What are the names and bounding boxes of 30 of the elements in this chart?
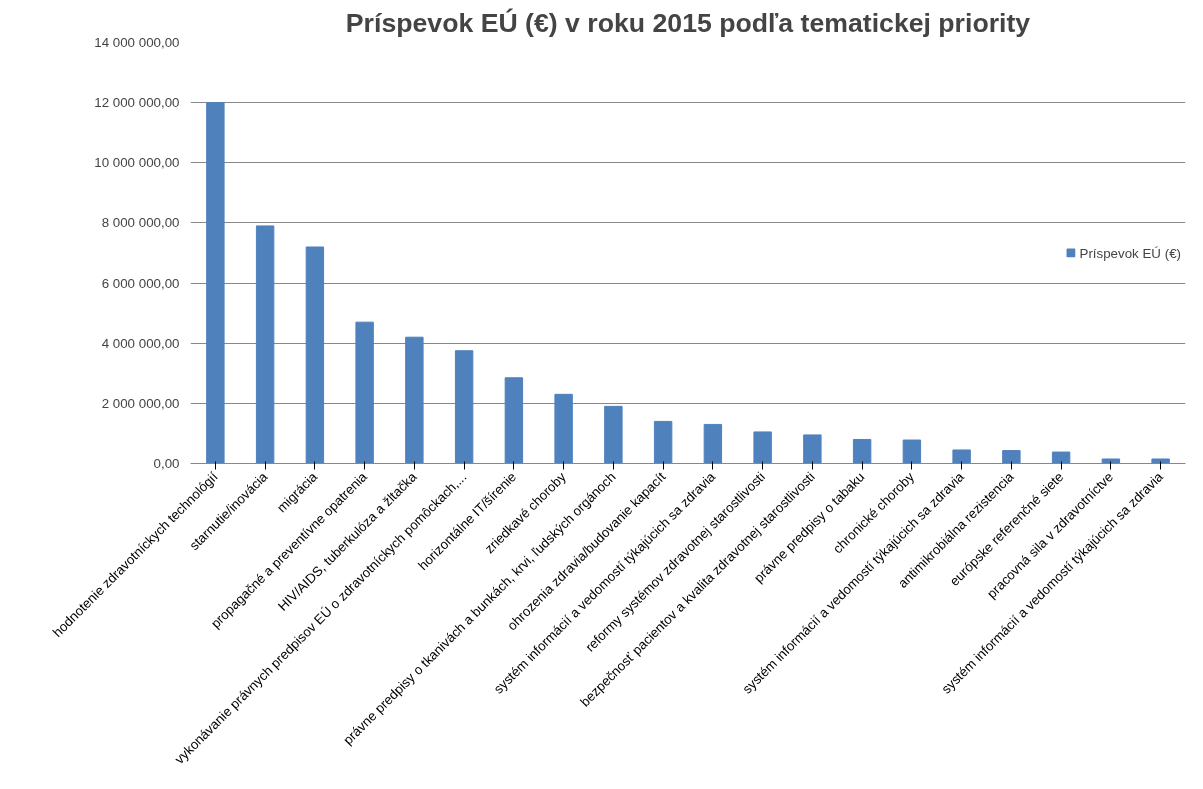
y-tick-label: 14 000 000,00 — [94, 35, 180, 50]
bar — [952, 449, 971, 464]
bar — [355, 321, 374, 464]
bar — [1101, 458, 1121, 464]
bar — [703, 423, 723, 464]
y-tick-label: 12 000 000,00 — [94, 95, 180, 111]
bar — [454, 350, 474, 464]
bar — [504, 377, 524, 464]
bar — [902, 439, 922, 464]
bar — [405, 336, 424, 464]
bar — [1151, 458, 1170, 464]
y-tick-label: 6 000 000,00 — [101, 275, 180, 291]
y-tick-label: 8 000 000,00 — [101, 215, 180, 231]
bar — [255, 225, 275, 464]
bar — [753, 431, 772, 464]
y-tick-label: 10 000 000,00 — [94, 155, 180, 171]
y-tick-label: 4 000 000,00 — [101, 335, 180, 351]
bar — [803, 434, 822, 464]
bar — [1051, 451, 1071, 464]
y-tick-label: 2 000 000,00 — [101, 395, 180, 411]
chart-title: Príspevok EÚ (€) v roku 2015 podľa tematickej priority — [345, 7, 1031, 38]
bar — [1002, 450, 1021, 464]
y-tick-label: 0,00 — [153, 456, 180, 471]
bar — [554, 393, 573, 464]
bar — [653, 420, 673, 464]
bar — [852, 438, 872, 464]
bar — [604, 405, 623, 464]
bar — [206, 102, 225, 464]
legend-label: Príspevok EÚ (€) — [1079, 245, 1181, 260]
bar — [305, 246, 325, 464]
